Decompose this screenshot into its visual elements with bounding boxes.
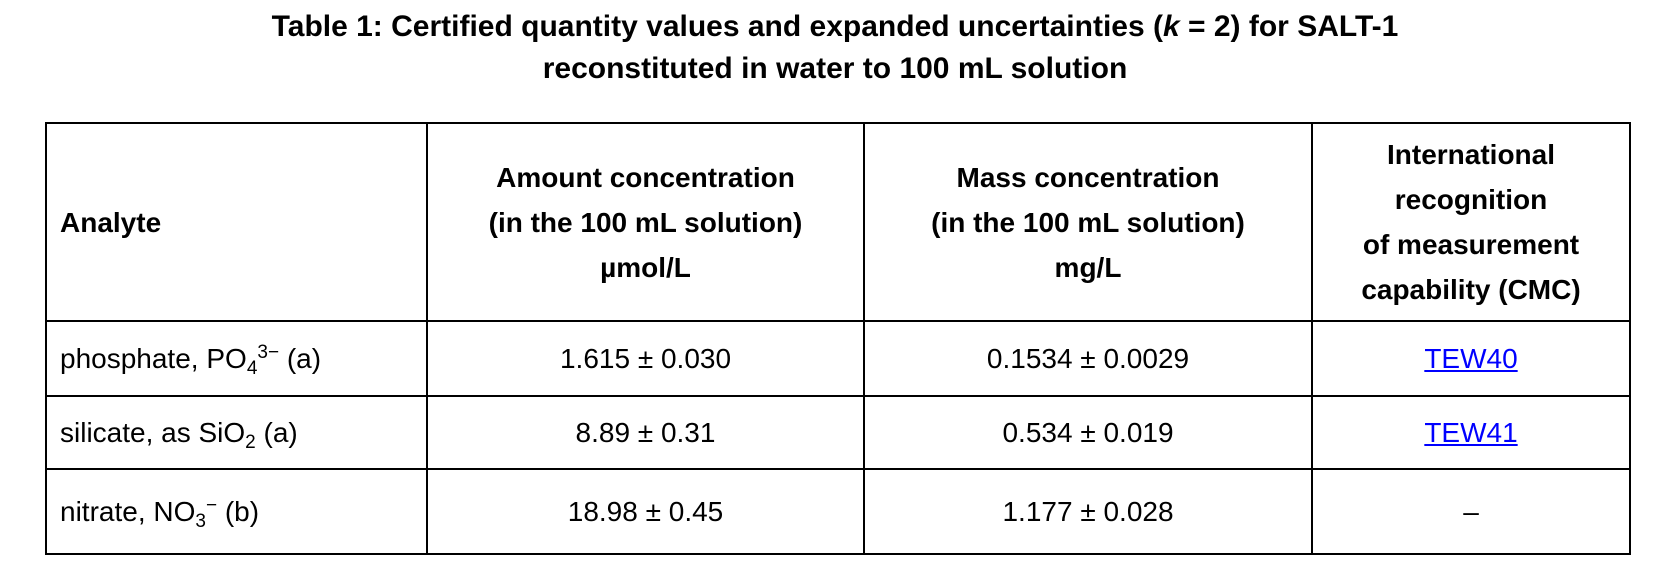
table-title-line2: reconstituted in water to 100 mL solutio… xyxy=(542,52,1128,85)
header-cmc-line3: of measurement xyxy=(1362,229,1580,260)
analyte-subscript: 4 xyxy=(246,357,258,379)
header-cmc: International recognition of measurement… xyxy=(1311,122,1631,322)
header-mass-concentration: Mass concentration (in the 100 mL soluti… xyxy=(863,122,1313,322)
cmc-none-dash: – xyxy=(1463,495,1479,527)
analyte-note: (a) xyxy=(255,416,298,448)
title-italic-k: k xyxy=(1162,10,1180,43)
header-cmc-line4: capability (CMC) xyxy=(1361,274,1581,305)
table-row-silicate: silicate, as SiO2 (a) 8.89 ± 0.31 0.534 … xyxy=(45,395,1631,470)
analyte-cell: phosphate, PO43− (a) xyxy=(45,320,428,397)
analyte-cell: nitrate, NO3− (b) xyxy=(45,468,428,555)
amount-cell: 18.98 ± 0.45 xyxy=(426,468,865,555)
analyte-subscript: 3 xyxy=(195,510,206,532)
cmc-link-tew41[interactable]: TEW41 xyxy=(1424,416,1518,448)
cmc-link-tew40[interactable]: TEW40 xyxy=(1424,342,1518,374)
analyte-note: (a) xyxy=(279,342,322,374)
header-amount-concentration: Amount concentration (in the 100 mL solu… xyxy=(426,122,865,322)
analyte-superscript: − xyxy=(205,494,218,516)
table-row-nitrate: nitrate, NO3− (b) 18.98 ± 0.45 1.177 ± 0… xyxy=(45,468,1631,555)
table-title: Table 1: Certified quantity values and e… xyxy=(0,0,1670,90)
header-amount-unit: µmol/L xyxy=(600,251,691,283)
mass-cell: 0.1534 ± 0.0029 xyxy=(863,320,1313,397)
header-mass-unit: mg/L xyxy=(1054,251,1122,283)
mass-cell: 1.177 ± 0.028 xyxy=(863,468,1313,555)
table-title-line1: Table 1: Certified quantity values and e… xyxy=(0,6,1670,48)
cmc-cell: – xyxy=(1311,468,1631,555)
table-row-phosphate: phosphate, PO43− (a) 1.615 ± 0.030 0.153… xyxy=(45,320,1631,397)
title-text-end: = 2) for SALT-1 xyxy=(1179,10,1399,43)
title-text-start: Table 1: Certified quantity values and e… xyxy=(271,10,1163,43)
header-mass-line2: (in the 100 mL solution) xyxy=(931,206,1245,238)
analyte-cell: silicate, as SiO2 (a) xyxy=(45,395,428,470)
cmc-cell: TEW40 xyxy=(1311,320,1631,397)
mass-cell: 0.534 ± 0.019 xyxy=(863,395,1313,470)
header-cmc-line1: International xyxy=(1386,139,1555,170)
header-amount-line2: (in the 100 mL solution) xyxy=(488,206,803,238)
analyte-subscript: 2 xyxy=(245,431,256,453)
analyte-name: phosphate, PO xyxy=(60,342,247,374)
header-amount-line1: Amount concentration xyxy=(496,161,795,193)
amount-cell: 1.615 ± 0.030 xyxy=(426,320,865,397)
cmc-cell: TEW41 xyxy=(1311,395,1631,470)
header-analyte: Analyte xyxy=(45,122,428,322)
amount-cell: 8.89 ± 0.31 xyxy=(426,395,865,470)
analyte-note: (b) xyxy=(217,495,260,527)
header-mass-line1: Mass concentration xyxy=(956,161,1220,193)
certified-values-table: Analyte Amount concentration (in the 100… xyxy=(45,122,1631,555)
header-cmc-line2: recognition xyxy=(1394,184,1548,215)
analyte-name: silicate, as SiO xyxy=(60,416,246,448)
analyte-name: nitrate, NO xyxy=(60,495,196,527)
header-row: Analyte Amount concentration (in the 100… xyxy=(45,122,1631,322)
analyte-superscript: 3− xyxy=(257,341,280,363)
